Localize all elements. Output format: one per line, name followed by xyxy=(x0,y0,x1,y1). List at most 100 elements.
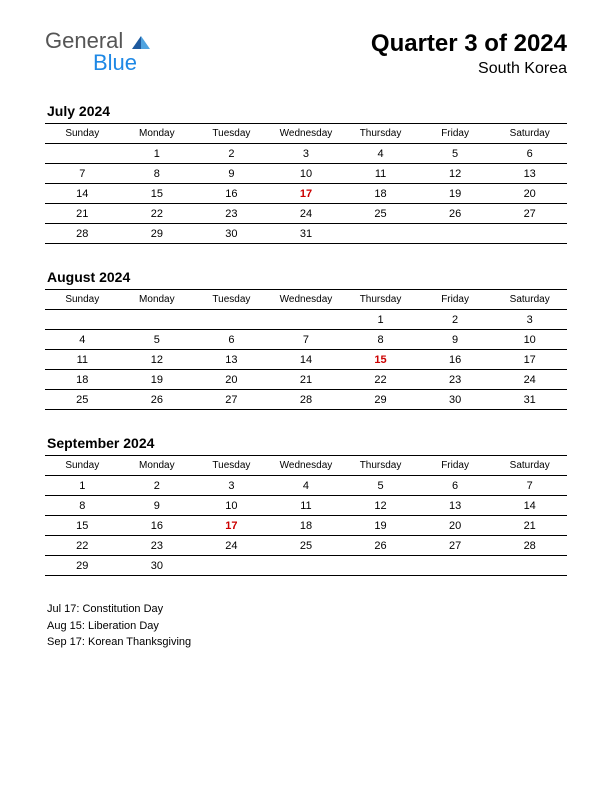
calendar-cell: 26 xyxy=(343,536,418,556)
calendar-row: 28293031 xyxy=(45,224,567,244)
month-block: August 2024SundayMondayTuesdayWednesdayT… xyxy=(45,269,567,410)
weekday-header: Sunday xyxy=(45,456,120,476)
calendar-cell: 20 xyxy=(194,370,269,390)
page-subtitle: South Korea xyxy=(371,60,567,78)
weekday-header: Tuesday xyxy=(194,124,269,144)
weekday-header: Thursday xyxy=(343,290,418,310)
calendar-cell: 14 xyxy=(492,496,567,516)
calendar-cell: 21 xyxy=(269,370,344,390)
holiday-entry: Aug 15: Liberation Day xyxy=(47,618,567,635)
calendar-cell: 15 xyxy=(343,350,418,370)
calendar-cell: 7 xyxy=(45,164,120,184)
calendar-row: 1234567 xyxy=(45,476,567,496)
calendar-cell xyxy=(45,310,120,330)
calendar-cell: 4 xyxy=(343,144,418,164)
weekday-header: Friday xyxy=(418,456,493,476)
calendar-cell: 11 xyxy=(269,496,344,516)
logo-part2: Blue xyxy=(93,52,137,74)
weekday-header: Thursday xyxy=(343,124,418,144)
calendar-cell: 16 xyxy=(194,184,269,204)
calendar-cell: 22 xyxy=(120,204,195,224)
calendar-cell: 14 xyxy=(45,184,120,204)
calendar-cell: 25 xyxy=(45,390,120,410)
calendar-cell: 15 xyxy=(120,184,195,204)
holiday-entry: Jul 17: Constitution Day xyxy=(47,601,567,618)
calendar-cell: 18 xyxy=(343,184,418,204)
calendar-cell: 29 xyxy=(45,556,120,576)
calendar-row: 891011121314 xyxy=(45,496,567,516)
calendar-cell xyxy=(269,556,344,576)
calendar-cell: 27 xyxy=(194,390,269,410)
calendar-cell: 13 xyxy=(492,164,567,184)
weekday-header: Monday xyxy=(120,456,195,476)
weekday-header: Tuesday xyxy=(194,290,269,310)
calendar-cell: 9 xyxy=(120,496,195,516)
calendar-row: 14151617181920 xyxy=(45,184,567,204)
weekday-header: Wednesday xyxy=(269,456,344,476)
calendar-cell: 6 xyxy=(194,330,269,350)
calendar-cell: 6 xyxy=(492,144,567,164)
calendar-cell: 30 xyxy=(194,224,269,244)
calendar-cell: 31 xyxy=(269,224,344,244)
logo-triangle-icon xyxy=(141,36,150,49)
calendar-cell: 2 xyxy=(418,310,493,330)
weekday-header: Tuesday xyxy=(194,456,269,476)
calendar-row: 45678910 xyxy=(45,330,567,350)
calendar-row: 123 xyxy=(45,310,567,330)
page-title: Quarter 3 of 2024 xyxy=(371,30,567,58)
calendar-cell: 2 xyxy=(120,476,195,496)
calendar-cell: 12 xyxy=(418,164,493,184)
calendar-cell: 28 xyxy=(45,224,120,244)
calendar-cell: 6 xyxy=(418,476,493,496)
calendar-cell: 27 xyxy=(418,536,493,556)
weekday-header: Wednesday xyxy=(269,290,344,310)
calendar-cell: 16 xyxy=(120,516,195,536)
calendar-cell: 9 xyxy=(418,330,493,350)
calendar-cell: 13 xyxy=(418,496,493,516)
calendar-cell xyxy=(194,556,269,576)
months-container: July 2024SundayMondayTuesdayWednesdayThu… xyxy=(45,103,567,576)
calendar-cell: 19 xyxy=(120,370,195,390)
calendar-cell: 17 xyxy=(194,516,269,536)
calendar-cell: 1 xyxy=(120,144,195,164)
weekday-header: Saturday xyxy=(492,456,567,476)
calendar-cell: 4 xyxy=(45,330,120,350)
weekday-header: Sunday xyxy=(45,290,120,310)
calendar-cell: 10 xyxy=(269,164,344,184)
calendar-cell: 9 xyxy=(194,164,269,184)
calendar-cell: 8 xyxy=(343,330,418,350)
calendar-cell: 2 xyxy=(194,144,269,164)
calendar-cell: 15 xyxy=(45,516,120,536)
calendar-cell: 26 xyxy=(120,390,195,410)
calendar-cell: 13 xyxy=(194,350,269,370)
calendar-cell: 29 xyxy=(343,390,418,410)
calendar-cell: 8 xyxy=(45,496,120,516)
calendar-cell xyxy=(343,556,418,576)
calendar-row: 21222324252627 xyxy=(45,204,567,224)
month-title: July 2024 xyxy=(45,103,567,119)
calendar-cell: 5 xyxy=(343,476,418,496)
calendar-cell: 4 xyxy=(269,476,344,496)
calendar-cell: 17 xyxy=(269,184,344,204)
calendar-cell xyxy=(492,556,567,576)
calendar-cell: 18 xyxy=(45,370,120,390)
calendar-cell: 10 xyxy=(194,496,269,516)
calendar-cell: 24 xyxy=(269,204,344,224)
month-title: September 2024 xyxy=(45,435,567,451)
calendar-cell: 20 xyxy=(492,184,567,204)
calendar-table: SundayMondayTuesdayWednesdayThursdayFrid… xyxy=(45,289,567,410)
calendar-cell: 5 xyxy=(418,144,493,164)
calendar-table: SundayMondayTuesdayWednesdayThursdayFrid… xyxy=(45,123,567,244)
calendar-cell: 18 xyxy=(269,516,344,536)
logo: General Blue xyxy=(45,30,137,74)
calendar-cell xyxy=(418,224,493,244)
calendar-cell: 11 xyxy=(45,350,120,370)
calendar-cell xyxy=(120,310,195,330)
calendar-cell: 23 xyxy=(418,370,493,390)
weekday-header: Monday xyxy=(120,290,195,310)
weekday-header: Friday xyxy=(418,124,493,144)
calendar-cell: 23 xyxy=(194,204,269,224)
calendar-row: 18192021222324 xyxy=(45,370,567,390)
calendar-cell: 25 xyxy=(343,204,418,224)
calendar-cell: 8 xyxy=(120,164,195,184)
